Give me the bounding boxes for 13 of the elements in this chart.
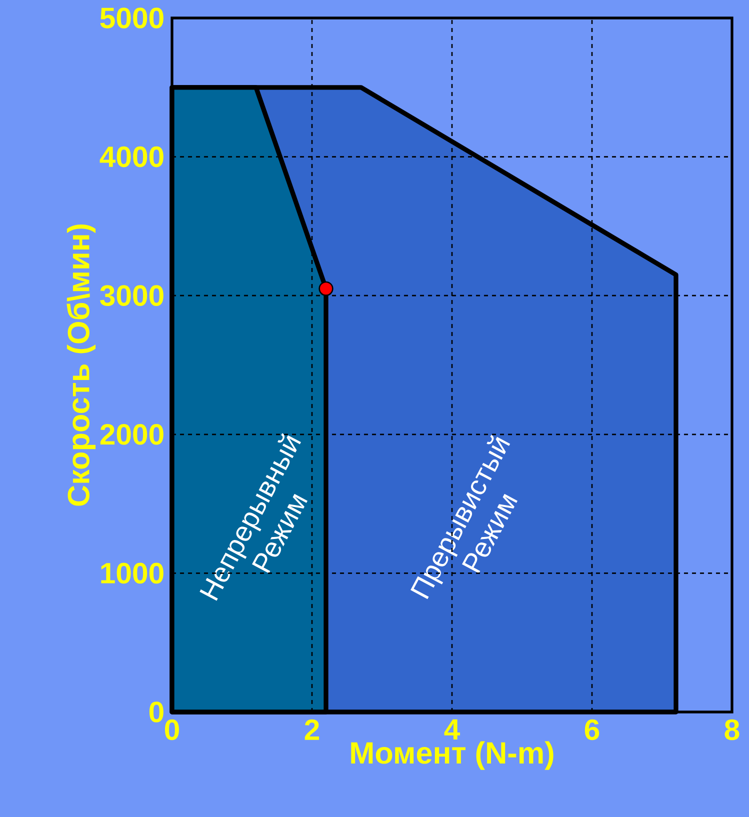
x-tick-label: 8 <box>724 719 740 740</box>
x-tick-label: 4 <box>444 719 460 740</box>
x-tick-label: 6 <box>584 719 600 740</box>
y-tick-label: 0 <box>149 702 164 722</box>
y-tick-label: 2000 <box>100 424 164 445</box>
x-tick-label: 2 <box>304 719 319 740</box>
y-axis-title: Скорость (Об\мин) <box>66 224 96 506</box>
y-tick-label: 3000 <box>100 285 164 306</box>
y-tick-label: 5000 <box>100 8 164 28</box>
x-axis-title: Момент (N-m) <box>351 741 554 770</box>
y-tick-label: 1000 <box>101 562 164 584</box>
y-tick-label: 4000 <box>100 146 164 168</box>
x-tick-label: 0 <box>164 719 179 740</box>
